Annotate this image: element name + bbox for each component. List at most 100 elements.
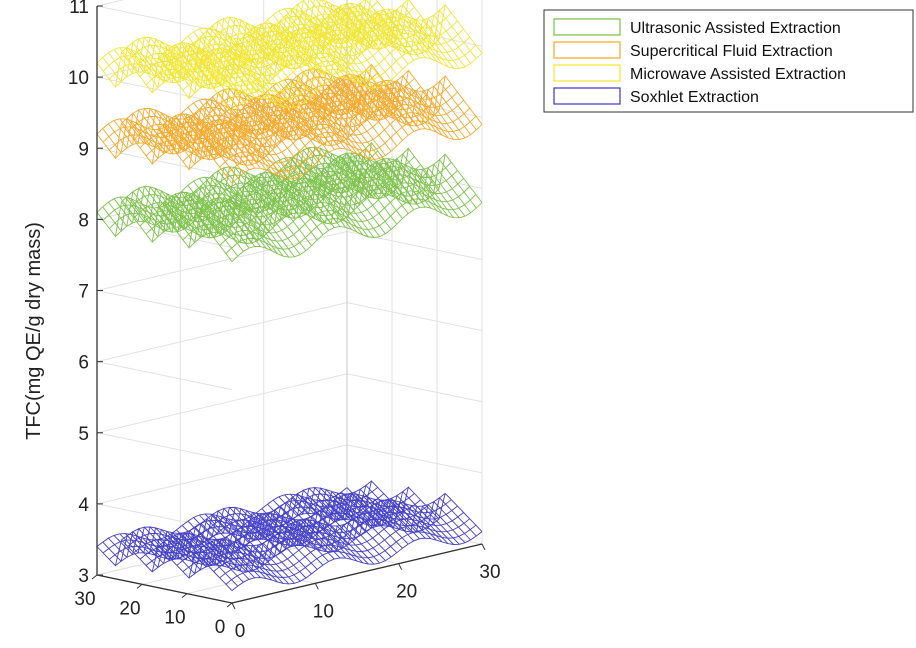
surface-mesh-line bbox=[255, 19, 392, 81]
surface-mesh-line bbox=[340, 484, 477, 537]
surface-mesh-line bbox=[346, 141, 483, 203]
surface-mesh-line bbox=[244, 26, 381, 88]
surface-mesh-line bbox=[335, 2, 471, 64]
surfaces bbox=[96, 0, 483, 591]
surface-mesh-line bbox=[244, 511, 381, 564]
surface-mesh-line bbox=[193, 20, 329, 82]
legend-label: Ultrasonic Assisted Extraction bbox=[630, 20, 841, 37]
surface-mesh-line bbox=[96, 51, 233, 113]
x-axis bbox=[231, 543, 483, 604]
surface-3 bbox=[96, 0, 483, 113]
surface-mesh-line bbox=[233, 176, 369, 238]
y-axis bbox=[96, 574, 233, 604]
z-tick-label: 9 bbox=[78, 139, 89, 160]
grid-line bbox=[96, 302, 483, 363]
surface-mesh-line bbox=[147, 195, 284, 257]
surface-mesh-line bbox=[142, 530, 278, 583]
legend-label: Microwave Assisted Extraction bbox=[630, 66, 846, 83]
surface-mesh-line bbox=[233, 97, 369, 159]
x-tick bbox=[398, 563, 403, 570]
z-tick-label: 6 bbox=[78, 353, 89, 374]
surface-mesh-line bbox=[346, 480, 483, 532]
surface-mesh-line bbox=[329, 77, 466, 139]
surface-mesh-line bbox=[329, 155, 466, 217]
x-tick-label: 20 bbox=[396, 582, 417, 603]
surface-mesh-line bbox=[147, 45, 284, 107]
surface-mesh-line bbox=[136, 111, 273, 173]
surface-mesh-line bbox=[250, 23, 386, 85]
z-tick-label: 4 bbox=[78, 495, 89, 516]
surface-mesh-line bbox=[255, 505, 392, 558]
surface-mesh-line bbox=[335, 151, 471, 214]
y-tick-label: 20 bbox=[119, 598, 140, 619]
surface-mesh-line bbox=[329, 5, 466, 68]
z-tick-label: 10 bbox=[68, 68, 89, 89]
surface-mesh-line bbox=[318, 78, 454, 140]
surface-2 bbox=[96, 63, 483, 184]
surface-mesh-line bbox=[227, 511, 364, 564]
grid-line bbox=[96, 373, 483, 434]
surface-mesh-line bbox=[323, 78, 460, 140]
y-tick bbox=[136, 583, 143, 589]
surface-mesh-line bbox=[335, 73, 471, 135]
surface-mesh-line bbox=[312, 155, 449, 217]
surface-mesh-line bbox=[96, 200, 233, 262]
surface-mesh-line bbox=[215, 90, 352, 152]
x-tick-label: 0 bbox=[235, 621, 246, 642]
surface-mesh-line bbox=[244, 175, 381, 237]
y-tick bbox=[226, 602, 233, 608]
legend-label: Supercritical Fluid Extraction bbox=[630, 43, 833, 60]
surface-mesh-line bbox=[96, 539, 233, 591]
z-tick-label: 8 bbox=[78, 210, 89, 231]
surface-mesh-line bbox=[346, 63, 483, 125]
grid-line bbox=[96, 218, 233, 248]
surface-mesh-line bbox=[250, 509, 386, 561]
grid-line bbox=[96, 147, 233, 177]
surface-mesh-line bbox=[147, 531, 284, 584]
y-tick bbox=[91, 574, 98, 580]
surface-mesh-line bbox=[255, 90, 392, 152]
y-tick-label: 10 bbox=[164, 608, 185, 629]
legend[interactable]: Ultrasonic Assisted Extraction Supercriti… bbox=[543, 9, 914, 113]
z-tick-label: 3 bbox=[78, 566, 89, 587]
y-tick-label: 30 bbox=[74, 589, 95, 610]
surface-mesh-line bbox=[340, 0, 477, 59]
surface-mesh-line bbox=[96, 122, 233, 184]
surface-mesh-line bbox=[159, 46, 295, 108]
legend-box bbox=[543, 9, 914, 113]
surface-mesh-line bbox=[312, 492, 449, 544]
surface-mesh-line bbox=[153, 532, 290, 585]
z-tick-label: 7 bbox=[78, 282, 89, 303]
z-axis-label: TFC(mg QE/g dry mass) bbox=[23, 222, 45, 440]
x-tick-label: 30 bbox=[479, 562, 500, 583]
x-tick bbox=[231, 602, 236, 610]
surface-mesh-line bbox=[346, 0, 483, 54]
axes: 3 4 5 6 7 8 9 10 11 0 10 20 30 30 20 10 0 bbox=[68, 0, 501, 642]
legend-swatch bbox=[553, 18, 621, 36]
z-tick-label: 5 bbox=[78, 424, 89, 445]
x-tick-label: 10 bbox=[313, 601, 334, 622]
surface-mesh-line bbox=[136, 189, 273, 252]
surface-mesh-line bbox=[323, 157, 460, 219]
surface-4 bbox=[96, 480, 483, 591]
surface-mesh-line bbox=[250, 94, 386, 156]
surface-mesh-line bbox=[318, 7, 454, 69]
x-tick bbox=[314, 583, 319, 590]
grid-line bbox=[96, 432, 233, 462]
surface-mesh-line bbox=[164, 44, 301, 106]
legend-label: Soxhlet Extraction bbox=[630, 89, 759, 106]
legend-swatch bbox=[553, 87, 621, 105]
surface-mesh-line bbox=[329, 491, 466, 544]
surface-mesh-line bbox=[238, 512, 375, 565]
surface-mesh-line bbox=[340, 147, 477, 209]
surface-mesh-line bbox=[233, 26, 369, 88]
surface-mesh-line bbox=[164, 193, 301, 255]
x-tick bbox=[481, 543, 486, 551]
surface-mesh-line bbox=[250, 172, 386, 235]
surface-mesh-line bbox=[323, 7, 460, 69]
grid-line bbox=[96, 361, 233, 391]
legend-swatch bbox=[553, 41, 621, 59]
surface-mesh-line bbox=[215, 19, 352, 81]
surface-mesh-line bbox=[323, 492, 460, 545]
